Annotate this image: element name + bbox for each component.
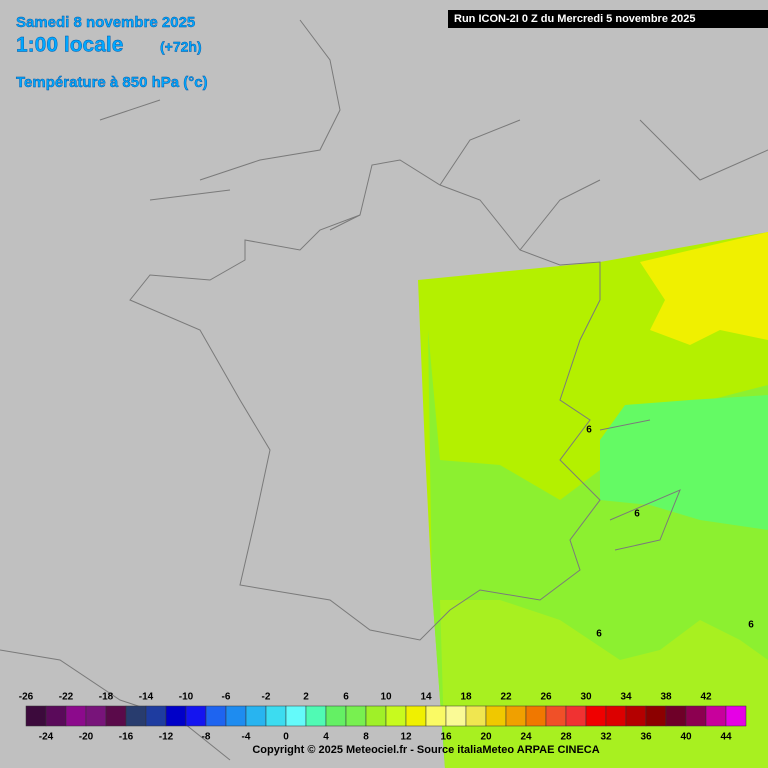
- legend-label: 12: [400, 732, 412, 743]
- legend-swatch: [165, 705, 187, 727]
- legend-swatch: [105, 705, 127, 727]
- legend-swatch: [605, 705, 627, 727]
- legend-swatch: [245, 705, 267, 727]
- contour-label: 6: [634, 509, 640, 520]
- parameter: Température à 850 hPa (°c): [16, 74, 208, 91]
- legend-swatch: [285, 705, 307, 727]
- legend-label: -10: [179, 692, 194, 703]
- legend-swatch: [685, 705, 707, 727]
- contour-labels: 6 6 6 6: [586, 425, 754, 640]
- legend-label: -22: [59, 692, 74, 703]
- legend-label: 42: [700, 692, 712, 703]
- legend-label: 14: [420, 692, 432, 703]
- contour-label: 6: [748, 620, 754, 631]
- contour-label: 6: [596, 629, 602, 640]
- legend-swatch: [545, 705, 567, 727]
- legend-label: 40: [680, 732, 692, 743]
- legend-label: 36: [640, 732, 652, 743]
- legend-label: 28: [560, 732, 572, 743]
- legend-swatch: [485, 705, 507, 727]
- legend-label: 34: [620, 692, 632, 703]
- legend-swatch: [125, 705, 147, 727]
- legend: -26-24-22-20-18-16-14-12-10-8-6-4-202468…: [19, 692, 747, 743]
- legend-swatch: [465, 705, 487, 727]
- legend-swatch: [145, 705, 167, 727]
- lead: (+72h): [160, 39, 202, 55]
- legend-label: -2: [262, 692, 271, 703]
- borders: [0, 19, 768, 761]
- legend-swatch: [65, 705, 87, 727]
- legend-label: -16: [119, 732, 134, 743]
- legend-swatch: [665, 705, 687, 727]
- legend-swatch: [305, 705, 327, 727]
- legend-swatch: [505, 705, 527, 727]
- legend-swatch: [625, 705, 647, 727]
- legend-swatch: [345, 705, 367, 727]
- legend-label: -14: [139, 692, 154, 703]
- run: Run ICON-2I 0 Z du Mercredi 5 novembre 2…: [454, 13, 695, 25]
- field-green-light: [600, 395, 768, 530]
- legend-swatch: [525, 705, 547, 727]
- legend-swatch: [265, 705, 287, 727]
- legend-swatch: [385, 705, 407, 727]
- legend-swatch: [205, 705, 227, 727]
- legend-label: 30: [580, 692, 592, 703]
- legend-swatch: [705, 705, 727, 727]
- legend-label: 32: [600, 732, 612, 743]
- legend-label: -4: [242, 732, 251, 743]
- legend-label: 10: [380, 692, 392, 703]
- legend-label: 38: [660, 692, 672, 703]
- legend-swatch: [25, 705, 47, 727]
- legend-label: 4: [323, 732, 329, 743]
- time: 1:00 locale: [16, 34, 123, 57]
- run-box: [448, 10, 768, 28]
- legend-label: 44: [720, 732, 732, 743]
- legend-label: 24: [520, 732, 532, 743]
- legend-swatch: [85, 705, 107, 727]
- contour-label: 6: [586, 425, 592, 436]
- legend-label: -8: [202, 732, 211, 743]
- legend-label: 8: [363, 732, 369, 743]
- legend-label: 2: [303, 692, 309, 703]
- legend-swatch: [365, 705, 387, 727]
- legend-swatch: [725, 705, 747, 727]
- legend-label: -6: [222, 692, 231, 703]
- legend-swatch: [185, 705, 207, 727]
- legend-label: 16: [440, 732, 452, 743]
- legend-label: -12: [159, 732, 174, 743]
- legend-label: -24: [39, 732, 54, 743]
- legend-label: 26: [540, 692, 552, 703]
- legend-label: 20: [480, 732, 492, 743]
- legend-swatch: [325, 705, 347, 727]
- legend-label: -26: [19, 692, 34, 703]
- legend-label: 6: [343, 692, 349, 703]
- legend-swatch: [225, 705, 247, 727]
- legend-swatch: [405, 705, 427, 727]
- legend-swatch: [565, 705, 587, 727]
- legend-label: 18: [460, 692, 472, 703]
- legend-swatch: [445, 705, 467, 727]
- date: Samedi 8 novembre 2025: [16, 14, 195, 31]
- footer: Copyright © 2025 Meteociel.fr - Source i…: [252, 744, 599, 756]
- legend-label: -20: [79, 732, 94, 743]
- legend-label: -18: [99, 692, 114, 703]
- legend-swatch: [645, 705, 667, 727]
- legend-swatch: [45, 705, 67, 727]
- legend-label: 0: [283, 732, 289, 743]
- legend-swatch: [585, 705, 607, 727]
- field-yellow: [640, 232, 768, 345]
- legend-swatch: [425, 705, 447, 727]
- legend-label: 22: [500, 692, 512, 703]
